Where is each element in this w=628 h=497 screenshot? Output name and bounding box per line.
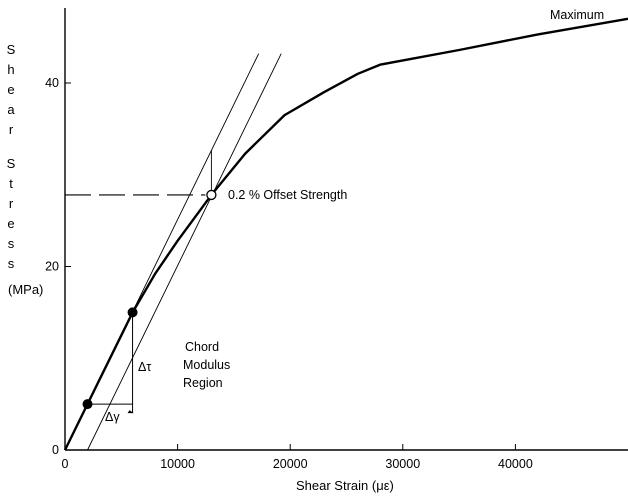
curve-layer — [63, 17, 628, 451]
x-tick-label: 20000 — [273, 457, 308, 471]
y-axis-title-char: S — [6, 156, 16, 171]
point-markers — [82, 189, 217, 410]
chord-label-line1: Chord — [185, 340, 220, 354]
delta-gamma-label: Δγ — [105, 410, 120, 424]
y-axis-title-char: h — [7, 62, 15, 77]
y-axis-title-char: r — [8, 196, 14, 211]
maximum-label: Maximum — [550, 8, 605, 22]
x-tick-label: 0 — [62, 457, 69, 471]
delta-tau-label: Δτ — [138, 360, 152, 374]
y-axis-title-char: s — [7, 256, 15, 271]
axes — [64, 8, 628, 451]
reference-line — [87, 53, 282, 451]
x-axis-title: Shear Strain (με) — [296, 478, 394, 493]
delta-gamma-arrowhead — [127, 410, 134, 414]
offset-strength-label: 0.2 % Offset Strength — [228, 188, 348, 202]
y-axis-title-char: r — [8, 122, 14, 137]
y-tick-label: 40 — [45, 76, 59, 90]
reference-lines — [64, 53, 282, 451]
x-tick-label: 30000 — [385, 457, 420, 471]
y-tick-label: 0 — [52, 443, 59, 457]
x-tick-label: 10000 — [160, 457, 195, 471]
ticks: 0 10000 20000 30000 40000 0 20 40 — [45, 76, 533, 471]
data-point-filled — [82, 399, 93, 410]
y-axis-title-char: e — [7, 216, 15, 231]
y-axis-title-char: e — [7, 82, 15, 97]
y-axis-title-char: s — [7, 236, 15, 251]
chord-label-line2: Modulus — [183, 358, 231, 372]
x-tick-label: 40000 — [498, 457, 533, 471]
y-axis-title-char: S — [6, 42, 16, 57]
chord-label-line3: Region — [183, 376, 223, 390]
offset-point-open — [206, 189, 217, 201]
y-axis-title-char: t — [9, 176, 13, 191]
y-axis-unit: (MPa) — [8, 282, 44, 297]
data-point-filled — [127, 307, 138, 318]
y-tick-label: 20 — [45, 260, 59, 274]
stress-strain-curve — [63, 17, 628, 451]
y-axis-title-char: a — [7, 102, 15, 117]
